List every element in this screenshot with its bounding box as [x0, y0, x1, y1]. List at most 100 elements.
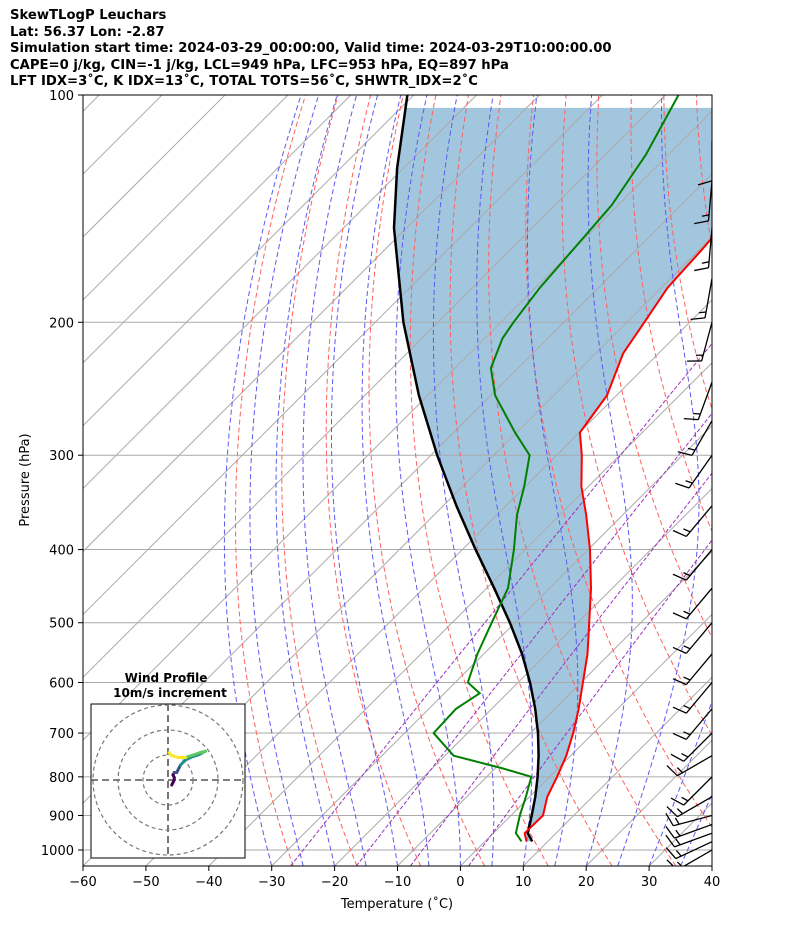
wind-barb	[665, 841, 712, 860]
x-tick-label: −30	[258, 875, 285, 890]
wind-barb-shaft	[685, 653, 712, 686]
moist-adiabat-line	[395, 95, 461, 866]
wind-barb-shaft	[704, 278, 712, 318]
wind-barb	[672, 505, 712, 538]
hodograph-ring	[142, 754, 194, 806]
wind-barb-shaft	[685, 587, 712, 620]
moist-adiabats	[223, 95, 794, 866]
wind-barb-half-flag	[698, 311, 707, 314]
moist-adiabat-line	[617, 95, 700, 866]
x-tick-label: −10	[384, 875, 411, 890]
wind-barb-shaft	[685, 682, 712, 714]
isotherm-line	[334, 487, 712, 866]
wind-barb-half-flag	[683, 676, 691, 681]
wind-barb	[672, 653, 712, 686]
isotherm-line	[83, 95, 477, 490]
wind-barb-flag	[670, 797, 685, 806]
moist-adiabat-line	[223, 95, 302, 866]
moist-adiabat-line	[711, 864, 712, 866]
wind-barb-half-flag	[683, 704, 691, 710]
wind-barb-flag	[666, 806, 678, 818]
wind-barb-shaft	[677, 796, 712, 818]
dry-adiabats	[235, 95, 712, 866]
wind-barb-shaft	[673, 814, 712, 827]
wind-barb-flag	[694, 267, 709, 272]
wind-barb-shaft	[707, 180, 712, 221]
wind-barb	[675, 454, 712, 489]
wind-barb	[672, 622, 712, 654]
x-tick-label: 30	[641, 875, 658, 890]
isotherm-line	[522, 676, 712, 866]
wind-barb-half-flag	[701, 214, 710, 217]
chart-title-block: SkewTLogP Leuchars Lat: 56.37 Lon: -2.87…	[10, 8, 612, 91]
dry-adiabat-line	[596, 95, 712, 639]
temperature-profile-line	[523, 236, 712, 842]
parcel-env-shading	[394, 107, 712, 842]
wind-barb-shaft	[677, 755, 712, 777]
x-tick-label: −50	[132, 875, 159, 890]
wind-barb-half-flag	[685, 480, 693, 484]
isotherm-line	[83, 95, 415, 427]
hodograph-segment	[167, 751, 172, 757]
wind-barb	[665, 832, 712, 848]
hodograph-title: Wind Profile	[125, 671, 208, 685]
moist-adiabat-line	[680, 793, 712, 866]
wind-barb-flag	[666, 859, 675, 866]
wind-barb-shaft	[674, 832, 712, 848]
wind-barb-shaft	[707, 227, 712, 268]
wind-barb	[672, 549, 712, 581]
wind-barb-flag	[666, 765, 678, 777]
y-tick-label: 200	[49, 316, 74, 331]
dry-adiabat-line	[449, 95, 613, 866]
moist-adiabat-line	[585, 95, 633, 866]
wind-barb-flag	[690, 317, 706, 321]
wind-barb-shaft	[682, 849, 712, 866]
parcel-profile-line	[392, 95, 540, 842]
wind-barb-shaft	[675, 841, 712, 860]
wind-barb-flag	[677, 451, 693, 456]
wind-barb-half-flag	[675, 829, 681, 837]
wind-barb	[683, 381, 712, 421]
dry-adiabat-line	[281, 95, 358, 866]
isotherm-line	[711, 865, 712, 866]
dry-adiabat-line	[235, 95, 306, 866]
wind-barb	[670, 776, 712, 806]
wind-barb	[694, 180, 712, 225]
wind-barbs	[665, 140, 712, 866]
wind-barb	[690, 278, 712, 321]
wind-barb	[672, 682, 712, 714]
wind-barb-flag	[665, 847, 677, 860]
wind-barb-shaft	[685, 622, 712, 654]
wind-barb-half-flag	[674, 817, 680, 825]
isotherm-line	[83, 95, 352, 364]
wind-barb-shaft	[697, 381, 712, 420]
wind-barb	[666, 755, 712, 777]
wind-barb-flag	[672, 529, 687, 538]
mixing-ratio-line	[290, 342, 712, 866]
wind-barb-half-flag	[683, 645, 691, 650]
y-tick-label: 800	[49, 771, 74, 786]
wind-barb	[666, 849, 712, 866]
moist-adiabat-line	[361, 95, 430, 866]
wind-barb	[697, 140, 712, 186]
wind-barb	[687, 322, 712, 362]
wind-barb-half-flag	[687, 447, 696, 451]
isotherm-line	[83, 110, 712, 741]
wind-barb-half-flag	[676, 767, 684, 774]
wind-barb-half-flag	[701, 261, 710, 264]
wind-barb-flag	[694, 220, 709, 225]
isotherm-line	[83, 95, 226, 238]
x-axis-label: Temperature (˚C)	[340, 896, 453, 912]
moist-adiabat-line	[527, 95, 579, 866]
wind-barb-flag	[672, 678, 687, 686]
moist-adiabat-line	[648, 699, 712, 866]
x-tick-label: 20	[578, 875, 595, 890]
moist-adiabat-line	[744, 95, 794, 866]
wind-barb-shaft	[685, 708, 712, 740]
dry-adiabat-line	[663, 95, 712, 411]
y-tick-label: 1000	[41, 844, 74, 859]
hodograph-ring	[92, 704, 244, 856]
moist-adiabat-line	[331, 95, 398, 866]
chart-times: Simulation start time: 2024-03-29_00:00:…	[10, 41, 612, 56]
